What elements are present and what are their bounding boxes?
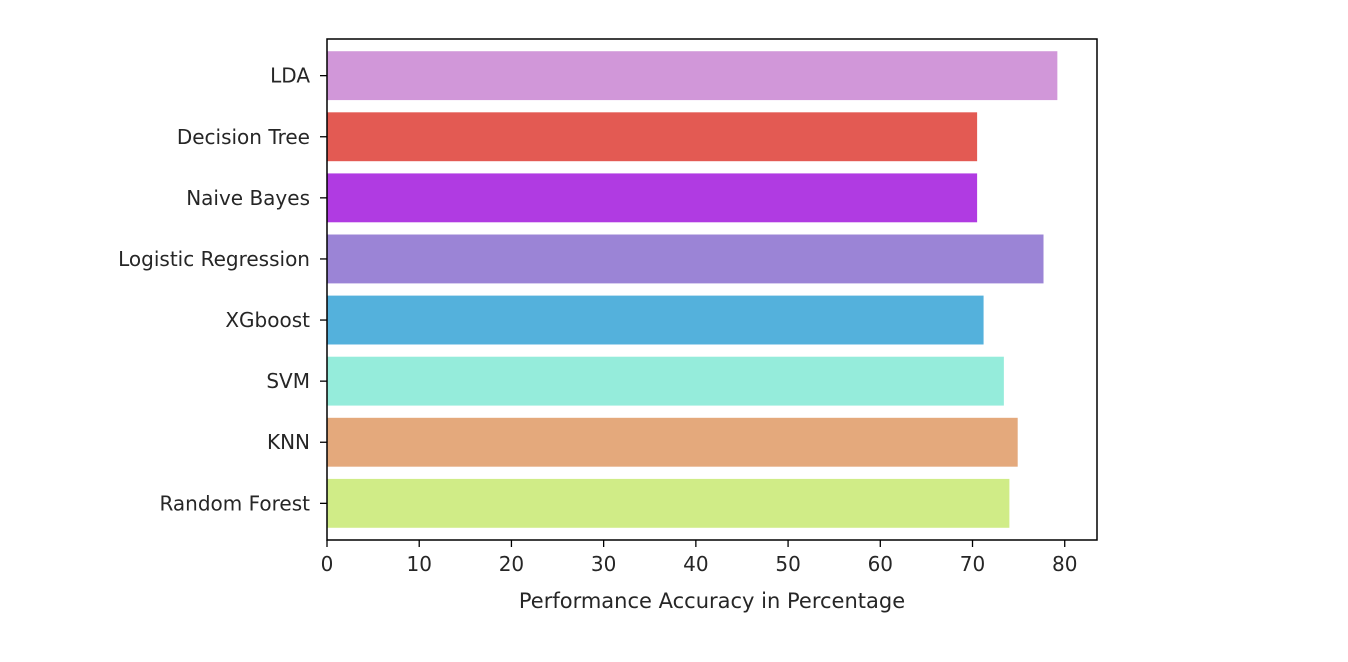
bar-knn	[327, 417, 1018, 467]
x-tick-label: 30	[591, 552, 616, 576]
y-axis-ticks: Random Forest KNN SVM XGboost Logistic Regre…	[118, 64, 327, 515]
y-tick-label: XGboost	[225, 308, 310, 332]
x-tick-label: 70	[960, 552, 985, 576]
bar-svm	[327, 356, 1004, 406]
x-tick-label: 50	[775, 552, 800, 576]
y-tick-label: Naive Bayes	[186, 186, 310, 210]
bar-decision-tree	[327, 112, 978, 162]
bar-naive-bayes	[327, 173, 978, 223]
bar-logistic-regression	[327, 234, 1044, 284]
x-axis-label: Performance Accuracy in Percentage	[519, 589, 905, 613]
bar-lda	[327, 51, 1058, 101]
x-tick-label: 60	[868, 552, 893, 576]
y-tick-label: SVM	[266, 369, 310, 393]
x-axis-ticks: 0 10 20 30 40 50 60 70 80	[321, 540, 1077, 576]
plot-frame	[326, 38, 1098, 541]
bar-random-forest	[327, 478, 1010, 528]
y-tick-label: LDA	[270, 64, 310, 88]
x-tick-label: 0	[321, 552, 334, 576]
x-tick-label: 40	[683, 552, 708, 576]
x-tick-label: 80	[1052, 552, 1077, 576]
bar-xgboost	[327, 295, 984, 345]
y-tick-label: Decision Tree	[177, 125, 310, 149]
x-tick-label: 20	[499, 552, 524, 576]
bars-group	[327, 51, 1058, 528]
y-tick-label: Random Forest	[159, 491, 310, 515]
x-tick-label: 10	[406, 552, 431, 576]
y-tick-label: Logistic Regression	[118, 247, 310, 271]
y-tick-label: KNN	[267, 430, 310, 454]
